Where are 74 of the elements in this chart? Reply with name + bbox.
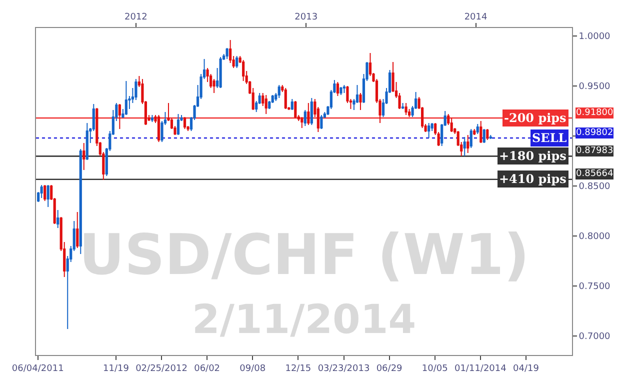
y-tick-label: 0.7000 — [578, 332, 611, 342]
candlestick — [82, 142, 86, 170]
x-tick-label: 10/05 — [422, 364, 448, 374]
candlestick — [300, 116, 304, 128]
candlestick — [404, 102, 408, 116]
candlestick — [320, 114, 323, 130]
candlestick — [86, 122, 88, 160]
y-tick-label: 0.8000 — [578, 232, 611, 242]
candlestick — [476, 124, 479, 134]
candlestick — [359, 92, 362, 110]
candlestick — [284, 88, 287, 110]
candlestick — [278, 84, 280, 98]
text: 0.91800 — [576, 108, 614, 118]
text: 0.89802 — [576, 128, 614, 138]
candlestick — [46, 184, 50, 208]
x-tick-label: 02/25/2012 — [136, 364, 188, 374]
ref-line-label: +410 pips — [499, 172, 567, 186]
candlestick — [489, 134, 492, 140]
candlestick — [342, 84, 346, 94]
x2-tick-label: 2012 — [124, 12, 148, 22]
y-tick-label: 0.7500 — [578, 282, 611, 292]
x-tick-label: 12/15 — [285, 364, 312, 374]
x-tick-label: 11/19 — [102, 364, 130, 374]
x-tick-label: 03/23/2013 — [318, 364, 370, 374]
y-tick-label: 0.9500 — [578, 82, 611, 92]
candlestick — [40, 184, 43, 198]
candlestick — [176, 114, 180, 136]
candlestick — [294, 100, 297, 118]
x2-tick-label: 2013 — [294, 12, 318, 22]
candlestick — [401, 102, 404, 110]
ref-line-label: +180 pips — [499, 149, 567, 163]
candlestick — [242, 60, 245, 82]
candlestick — [450, 118, 453, 132]
candlestick — [290, 98, 294, 110]
x-tick-label: 09/08 — [240, 364, 266, 374]
candlestick — [486, 128, 489, 140]
candlestick — [310, 98, 313, 126]
candlestick — [134, 78, 138, 100]
candlestick — [226, 48, 228, 60]
x-tick-label: 06/04/2011 — [12, 364, 64, 374]
candlestick — [124, 80, 128, 116]
candlestick — [56, 210, 60, 228]
ref-line-label: -200 pips — [504, 111, 567, 125]
x-tick-label: 06/02 — [194, 364, 220, 374]
candlestick — [480, 120, 482, 144]
candlestick — [466, 134, 470, 154]
text: 0.87983 — [576, 146, 614, 156]
ref-line-label: SELL — [532, 131, 568, 145]
candlestick — [219, 56, 222, 88]
candlestick — [307, 102, 310, 126]
candlestick — [76, 212, 79, 248]
x-tick-label: 01/11/2014 — [454, 364, 507, 374]
candlestick — [470, 128, 472, 148]
x2-tick-label: 2014 — [464, 12, 488, 22]
candlestick — [264, 94, 268, 114]
candlestick — [44, 184, 46, 202]
candlestick — [118, 104, 121, 130]
candlestick — [428, 122, 430, 138]
candlestick — [183, 116, 186, 130]
candlestick — [336, 82, 339, 96]
y-tick-label: 1.0000 — [578, 32, 611, 42]
candlestick — [79, 148, 82, 254]
candlestick — [463, 136, 466, 156]
candlestick — [340, 86, 342, 96]
candlestick — [473, 128, 476, 136]
y-tick-label: 0.8500 — [578, 182, 611, 192]
candlestick — [304, 110, 306, 126]
x-tick-label: 04/19 — [513, 364, 540, 374]
candlestick — [157, 114, 160, 142]
x-tick-label: 06/29 — [376, 364, 403, 374]
candlestick — [236, 56, 238, 68]
candlestick — [150, 114, 154, 122]
candlestick — [482, 128, 486, 144]
text: 0.85664 — [576, 169, 614, 179]
